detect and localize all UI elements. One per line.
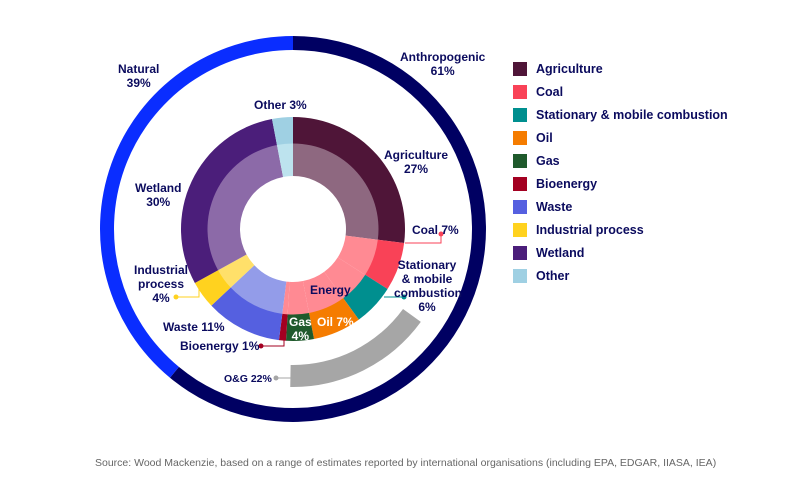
legend-label: Bioenergy [536, 176, 598, 191]
inner-segment-gas [287, 281, 310, 315]
segment-stationary-mobile-combustion [342, 274, 388, 320]
legend-label: Industrial process [536, 222, 644, 237]
legend-swatch [513, 84, 527, 99]
segment-oil [308, 297, 359, 340]
segment-bioenergy [278, 313, 288, 341]
legend-swatch [513, 268, 527, 283]
legend-item-coal: Coal [513, 80, 728, 103]
inner-segment-waste [230, 265, 287, 314]
label-bioenergy: Bioenergy 1% [180, 339, 260, 353]
legend-item-agriculture: Agriculture [513, 57, 728, 80]
leader-coal-dot [438, 231, 444, 237]
legend-swatch [513, 153, 527, 168]
segment-waste [211, 287, 283, 341]
legend-item-waste: Waste [513, 195, 728, 218]
inner-segment-stationary-mobile-combustion [324, 257, 366, 299]
label-agriculture: Agriculture 27% [384, 148, 449, 176]
leader-industrial [176, 287, 200, 298]
legend-swatch [513, 222, 527, 237]
segment-coal [364, 239, 405, 290]
label-energy: Energy [310, 283, 351, 297]
label-natural: Natural 39% [118, 62, 160, 90]
segment-industrial-process [194, 269, 232, 306]
legend-label: Coal [536, 84, 564, 99]
leader-stationary-dot [401, 294, 407, 300]
og-highlight-arc [290, 308, 421, 387]
legend-item-gas: Gas [513, 149, 728, 172]
label-oil: Oil 7% [317, 315, 354, 329]
inner-segment-coal [337, 235, 378, 275]
label-industrial-process: Industrial process 4% [133, 263, 188, 305]
legend-swatch [513, 245, 527, 260]
leader-bioenergy-dot [258, 343, 264, 349]
segment-other [272, 117, 293, 146]
outer-arc-natural [100, 36, 293, 378]
label-gas: Gas 4% [289, 315, 312, 343]
segment-wetland [180, 118, 278, 283]
legend-label: Waste [536, 199, 573, 214]
legend-label: Stationary & mobile combustion [536, 107, 728, 122]
legend-item-oil: Oil [513, 126, 728, 149]
leader-bioenergy [261, 338, 285, 347]
legend-label: Agriculture [536, 61, 603, 76]
inner-segment-industrial-process [218, 254, 255, 288]
legend-item-wetland: Wetland [513, 241, 728, 264]
legend-item-industrial-process: Industrial process [513, 218, 728, 241]
legend-label: Oil [536, 130, 553, 145]
inner-segment-oil [302, 271, 344, 313]
legend-label: Other [536, 268, 570, 283]
legend-swatch [513, 107, 527, 122]
label-wetland: Wetland 30% [135, 181, 182, 209]
source-note: Source: Wood Mackenzie, based on a range… [95, 457, 717, 469]
segment-gas [285, 312, 314, 341]
legend-label: Wetland [536, 245, 585, 260]
label-anthropogenic: Anthropogenic 61% [400, 50, 486, 78]
inner-segment-bioenergy [282, 281, 290, 315]
legend-swatch [513, 130, 527, 145]
legend-item-other: Other [513, 264, 728, 287]
inner-segment-wetland [207, 145, 284, 271]
legend-item-bioenergy: Bioenergy [513, 172, 728, 195]
legend-swatch [513, 199, 527, 214]
leader-og-dot [273, 375, 279, 381]
outer-arc-anthropogenic [169, 36, 487, 422]
label-coal: Coal 7% [412, 223, 459, 237]
legend-label: Gas [536, 153, 560, 168]
leader-coal [405, 234, 442, 244]
legend-swatch [513, 176, 527, 191]
inner-segment-agriculture [293, 143, 379, 240]
label-other: Other 3% [254, 98, 307, 112]
inner-segment-other [276, 143, 293, 177]
legend-swatch [513, 61, 527, 76]
legend: Agriculture Coal Stationary & mobile combu… [513, 57, 728, 287]
leader-industrial-dot [173, 294, 179, 300]
label-og: O&G 22% [224, 373, 272, 385]
label-stationary-mobile-combustion: Stationary & mobile combustion 6% [394, 258, 462, 314]
legend-item-stationary-mobile-combustion: Stationary & mobile combustion [513, 103, 728, 126]
label-waste: Waste 11% [163, 320, 225, 334]
